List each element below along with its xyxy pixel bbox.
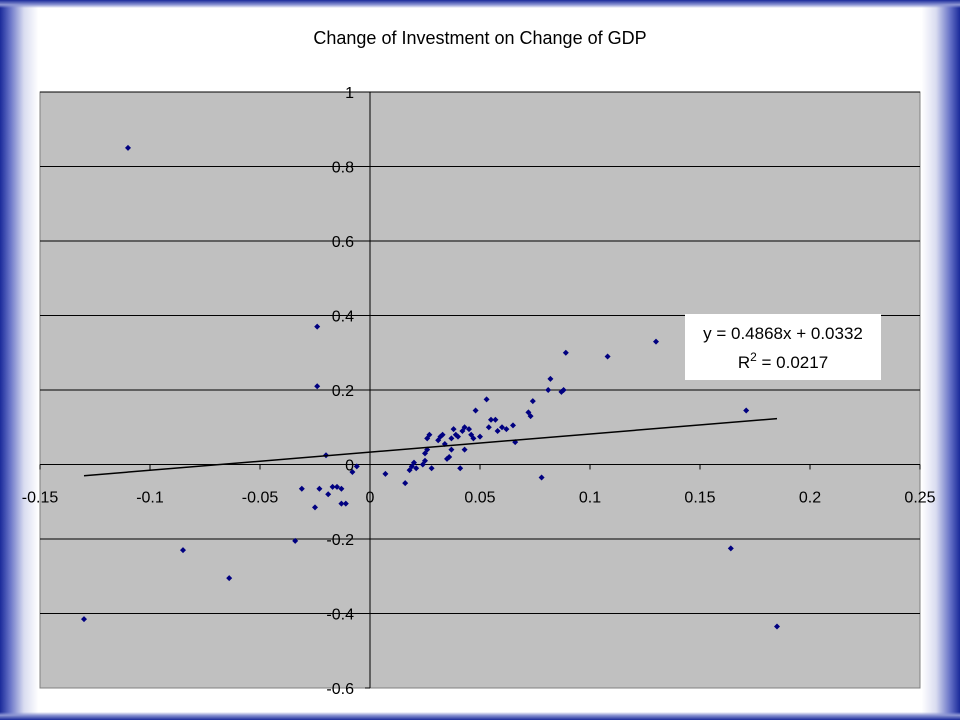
data-point-69	[562, 349, 569, 356]
y-tick-label-5: 0	[345, 458, 354, 475]
chart-title: Change of Investment on Change of GDP	[313, 28, 646, 48]
tick-labels: -0.15 -0.1 -0.05 0 0.05 0.1 0.15 0.2 0.25 1 0.8 0.6…	[22, 85, 936, 698]
data-point-49	[470, 435, 477, 442]
data-point-37	[446, 454, 453, 461]
data-point-11	[325, 491, 332, 498]
data-point-50	[472, 407, 479, 414]
data-point-56	[494, 427, 501, 434]
data-point-8	[312, 504, 318, 511]
data-point-26	[422, 457, 428, 464]
data-point-72	[727, 545, 734, 552]
x-tick-label-4: 0.05	[464, 490, 495, 507]
y-tick-label-4: 0.2	[332, 383, 354, 400]
data-point-74	[774, 623, 780, 630]
data-point-39	[448, 435, 455, 442]
data-point-19	[382, 470, 389, 477]
x-tick-label-6: 0.15	[684, 490, 715, 507]
data-point-43	[457, 465, 464, 472]
slide-bottom-border	[0, 712, 960, 720]
data-point-5	[298, 485, 305, 492]
x-tick-label-7: 0.2	[799, 490, 821, 507]
data-point-14	[338, 485, 345, 492]
data-point-64	[538, 474, 545, 481]
data-point-38	[448, 446, 455, 453]
data-point-6	[314, 323, 321, 330]
y-tick-label-6: -0.2	[326, 532, 354, 549]
data-point-3	[226, 575, 233, 582]
data-point-24	[413, 465, 420, 472]
data-point-23	[411, 459, 417, 466]
axes	[39, 91, 921, 689]
data-point-7	[314, 383, 321, 390]
data-point-17	[349, 468, 356, 475]
equation-label: y = 0.4868x + 0.0332	[703, 324, 863, 343]
r-squared-superscript: 2	[750, 350, 757, 364]
data-point-18	[353, 463, 360, 470]
x-tick-label-0: -0.15	[22, 490, 59, 507]
data-point-51	[477, 433, 483, 440]
data-point-47	[466, 426, 472, 433]
data-point-68	[560, 387, 567, 393]
equation-box-background	[685, 314, 881, 380]
x-tick-label-5: 0.1	[579, 490, 601, 507]
data-point-40	[450, 426, 457, 433]
y-tick-label-3: 0.4	[332, 309, 354, 326]
trendline	[83, 417, 778, 477]
data-point-53	[485, 424, 492, 431]
data-point-52	[483, 396, 490, 403]
data-point-1	[125, 144, 131, 151]
data-point-42	[455, 433, 461, 440]
y-tick-label-0: 1	[345, 85, 354, 102]
r-squared-label: R2 = 0.0217	[738, 350, 828, 372]
data-point-30	[426, 431, 433, 438]
data-point-62	[527, 413, 534, 420]
r-squared-prefix: R	[738, 353, 750, 372]
y-tick-label-2: 0.6	[332, 234, 354, 251]
data-points	[81, 144, 780, 630]
data-point-0	[81, 616, 87, 623]
data-point-45	[461, 424, 468, 431]
data-point-59	[510, 422, 516, 429]
data-point-55	[492, 416, 499, 423]
data-point-9	[316, 485, 323, 492]
data-point-63	[529, 398, 536, 405]
data-point-65	[545, 387, 552, 393]
y-tick-label-1: 0.8	[332, 160, 354, 177]
data-point-15	[338, 500, 345, 507]
data-point-34	[439, 431, 446, 438]
trendline-equation-box: y = 0.4868x + 0.0332 R2 = 0.0217	[685, 314, 881, 380]
data-point-58	[503, 426, 510, 433]
data-point-57	[499, 424, 505, 431]
x-tick-label-8: 0.25	[904, 490, 935, 507]
slide-top-border	[0, 0, 960, 8]
data-point-54	[488, 416, 494, 423]
data-point-73	[743, 407, 750, 414]
data-point-12	[329, 483, 336, 490]
grid-lines	[40, 91, 920, 614]
data-point-2	[180, 547, 186, 554]
data-point-46	[461, 446, 468, 453]
data-point-4	[292, 537, 299, 544]
x-tick-label-3: 0	[366, 490, 375, 507]
data-point-66	[547, 375, 554, 382]
data-point-13	[334, 483, 340, 490]
x-tick-label-2: -0.05	[242, 490, 279, 507]
data-point-70	[604, 353, 611, 360]
data-point-16	[342, 500, 349, 507]
data-point-71	[653, 338, 659, 345]
x-tick-label-1: -0.1	[136, 490, 164, 507]
data-point-31	[428, 465, 435, 472]
y-tick-label-8: -0.6	[326, 681, 354, 698]
y-tick-label-7: -0.4	[326, 607, 354, 624]
data-point-20	[402, 480, 409, 487]
r-squared-value: = 0.0217	[757, 353, 828, 372]
